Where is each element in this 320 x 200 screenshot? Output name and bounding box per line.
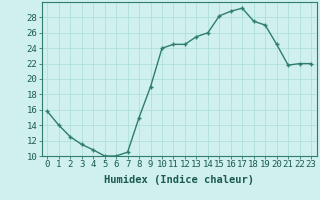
X-axis label: Humidex (Indice chaleur): Humidex (Indice chaleur) [104,175,254,185]
